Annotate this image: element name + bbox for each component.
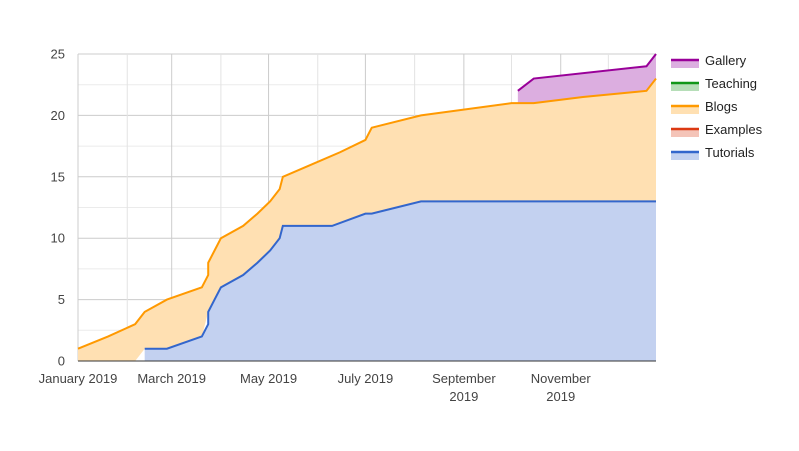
y-tick-label: 0: [58, 354, 65, 369]
y-tick-label: 5: [58, 292, 65, 307]
legend-label: Tutorials: [705, 145, 755, 160]
line-tutorials: [144, 200, 656, 350]
y-tick-label: 10: [51, 231, 65, 246]
legend-swatch: [671, 129, 699, 137]
line-blogs: [77, 77, 657, 350]
x-tick-label: March 2019: [137, 371, 206, 386]
axes: 0 5 10 15 20 25 January 2019 March 2019 May 2019…: [39, 47, 656, 404]
legend-swatch: [671, 106, 699, 114]
legend: Gallery Teaching Blogs Examples Tutorials: [671, 53, 763, 160]
area-blogs: [78, 78, 656, 361]
legend-swatch: [671, 60, 699, 68]
x-tick-label: July 2019: [338, 371, 394, 386]
y-tick-label: 15: [51, 169, 65, 184]
legend-item-examples: Examples: [671, 122, 763, 137]
y-tick-label: 25: [51, 47, 65, 62]
x-tick-label: January 2019: [39, 371, 118, 386]
legend-swatch: [671, 83, 699, 91]
y-tick-label: 20: [51, 108, 65, 123]
legend-item-gallery: Gallery: [671, 53, 747, 68]
x-tick-label: 2019: [449, 389, 478, 404]
legend-item-teaching: Teaching: [671, 76, 757, 91]
x-tick-label: September: [432, 371, 496, 386]
x-tick-label: May 2019: [240, 371, 297, 386]
x-tick-label: 2019: [546, 389, 575, 404]
legend-label: Gallery: [705, 53, 747, 68]
area-layers: [78, 54, 656, 361]
area-tutorials: [144, 201, 656, 361]
x-tick-label: November: [531, 371, 592, 386]
legend-item-tutorials: Tutorials: [671, 145, 755, 160]
legend-swatch: [671, 152, 699, 160]
legend-label: Blogs: [705, 99, 738, 114]
legend-item-blogs: Blogs: [671, 99, 738, 114]
legend-label: Examples: [705, 122, 763, 137]
legend-label: Teaching: [705, 76, 757, 91]
series-lines: [77, 53, 657, 350]
area-gallery: [517, 54, 656, 104]
line-gallery: [517, 53, 657, 92]
